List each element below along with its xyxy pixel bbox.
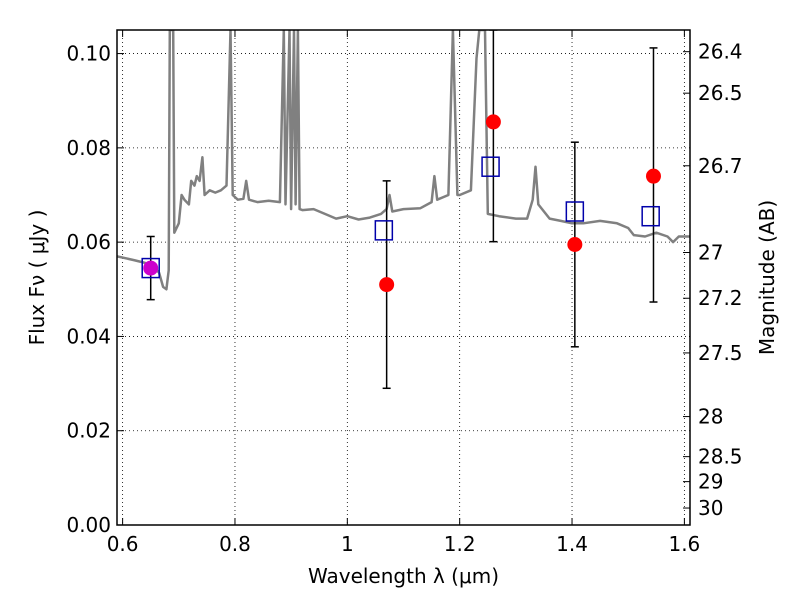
- model-flux-square: [565, 201, 585, 222]
- plot-area: [117, 30, 690, 390]
- y2-tick-label: 26.4: [698, 40, 743, 64]
- y2-axis-label: Magnitude (AB): [755, 200, 779, 355]
- photometry-point: [485, 114, 501, 130]
- grid: [117, 30, 690, 525]
- y-tick-label: 0.08: [66, 136, 111, 160]
- x-tick-label: 0.6: [107, 532, 139, 556]
- y2-tick-label: 27: [698, 241, 723, 265]
- y-tick-label: 0.00: [66, 513, 111, 537]
- model-flux-square: [481, 156, 500, 177]
- x-tick-label: 1.4: [556, 532, 588, 556]
- x-tick-label: 1: [341, 532, 354, 556]
- plot-frame: [116, 29, 691, 526]
- y2-tick-label: 28.5: [698, 445, 743, 469]
- photometry-point: [645, 168, 661, 184]
- y-axis-label: Flux Fν ( μJy ): [25, 210, 49, 346]
- y-tick-label: 0.06: [66, 230, 111, 254]
- photometry-point: [567, 237, 583, 252]
- y2-tick-label: 26.5: [698, 81, 743, 105]
- y-tick-label: 0.10: [66, 42, 111, 66]
- model-flux-square: [641, 205, 660, 227]
- y2-tick-label: 27.2: [698, 286, 743, 310]
- model-flux-square: [374, 220, 394, 241]
- x-tick-label: 0.8: [219, 532, 251, 556]
- x-tick-label: 1.2: [444, 532, 476, 556]
- y2-tick-label: 30: [698, 496, 723, 520]
- y-tick-label: 0.04: [66, 324, 111, 348]
- y2-tick-label: 28: [698, 405, 723, 429]
- model-flux-square: [141, 257, 160, 279]
- y2-tick-label: 26.7: [698, 154, 743, 178]
- axes: 0.6 0.8 1 1.2 1.4 1.6 0.00 0.02 0.04 0.06 0.08 0.10…: [66, 30, 743, 556]
- y-tick-label: 0.02: [66, 419, 111, 443]
- spectrum-line: [117, 30, 690, 291]
- x-tick-label: 1.6: [668, 532, 700, 556]
- photometry-point: [379, 277, 395, 293]
- y2-tick-label: 27.5: [698, 341, 743, 365]
- y2-tick-label: 29: [698, 470, 723, 494]
- photometry-point: [143, 260, 159, 276]
- x-axis-label: Wavelength λ (μm): [308, 564, 499, 588]
